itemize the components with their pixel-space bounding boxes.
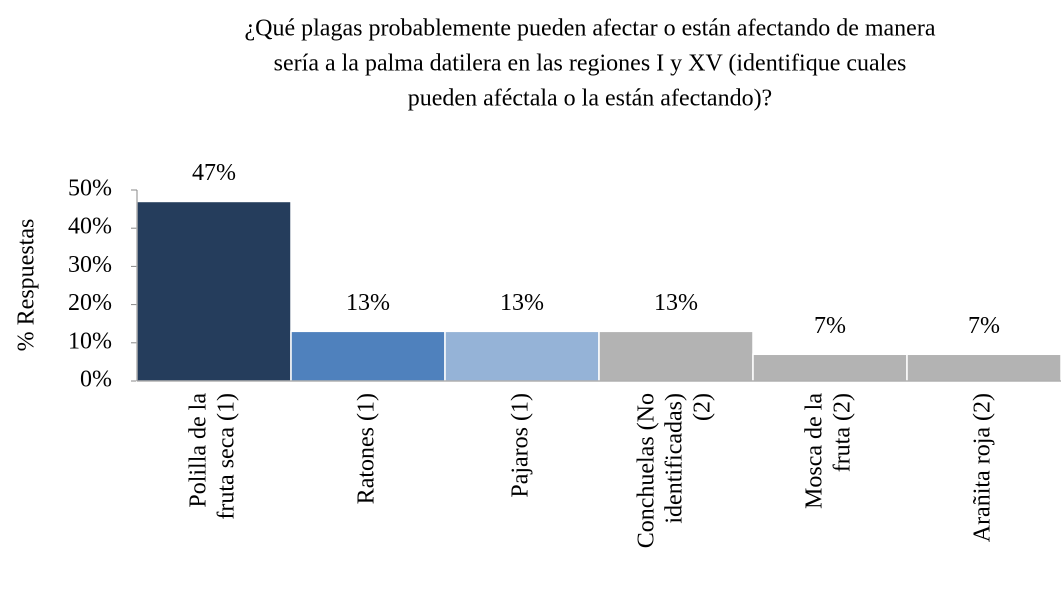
value-label: 13% (346, 290, 390, 316)
y-axis-label: % Respuestas (14, 219, 40, 352)
value-label: 7% (814, 313, 846, 339)
value-label: 13% (654, 290, 698, 316)
y-tick-label: 20% (68, 290, 112, 316)
x-tick-label: (2) (690, 393, 716, 421)
x-tick-label: Arañita roja (2) (970, 393, 996, 542)
bar (906, 353, 1061, 382)
x-tick-label: Ratones (1) (354, 393, 380, 504)
x-tick-label: Pajaros (1) (508, 393, 534, 498)
y-tick-label: 40% (68, 214, 112, 240)
y-tick-label: 0% (80, 367, 112, 393)
x-tick-label: identificadas) (662, 393, 688, 524)
chart-title: pueden aféctala o la están afectando)? (408, 86, 772, 112)
x-tick-label: fruta seca (1) (214, 393, 240, 520)
value-label: 47% (192, 160, 236, 186)
chart-title: ¿Qué plagas probablemente pueden afectar… (245, 16, 936, 42)
x-tick-label: Polilla de la (186, 393, 212, 508)
bar (752, 353, 908, 382)
value-label: 13% (500, 290, 544, 316)
chart-title: sería a la palma datilera en las regione… (274, 51, 907, 77)
x-tick-label: Conchuelas (No (634, 393, 660, 548)
bar (136, 200, 292, 382)
y-tick-label: 10% (68, 328, 112, 354)
bar (598, 330, 754, 382)
bar (290, 330, 446, 382)
bar (444, 330, 600, 382)
y-tick-label: 50% (68, 176, 112, 202)
y-tick-label: 30% (68, 252, 112, 278)
x-tick-label: fruta (2) (830, 393, 856, 472)
x-tick-label: Mosca de la (802, 393, 828, 509)
value-label: 7% (968, 313, 1000, 339)
